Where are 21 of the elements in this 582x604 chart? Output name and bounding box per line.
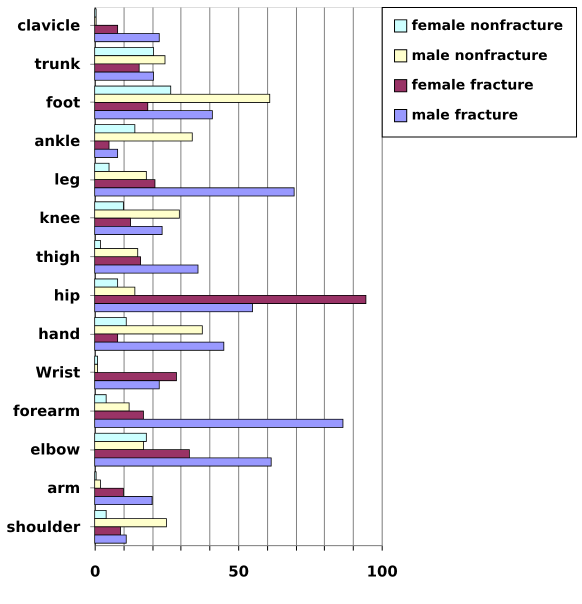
y-tick-label: foot	[46, 93, 80, 112]
y-tick-label: thigh	[36, 248, 80, 266]
y-tick-label: Wrist	[35, 363, 80, 382]
y-tick-label: hip	[54, 286, 81, 304]
legend-label: male nonfracture	[412, 48, 548, 64]
y-tick-label: ankle	[34, 132, 80, 150]
y-tick-label: clavicle	[17, 16, 80, 34]
legend-label: male fracture	[412, 108, 518, 124]
y-tick-label: trunk	[34, 54, 82, 73]
y-tick-label: shoulder	[6, 518, 81, 536]
y-tick-label: hand	[38, 324, 80, 343]
y-tick-label: leg	[54, 170, 80, 189]
y-tick-label: forearm	[12, 402, 80, 420]
y-tick-label: knee	[39, 209, 80, 228]
y-tick-label: elbow	[30, 440, 80, 459]
x-tick-label: 0	[90, 562, 100, 581]
x-tick-label: 100	[366, 562, 398, 581]
legend-label: female fracture	[412, 78, 534, 94]
y-tick-label: arm	[47, 479, 80, 498]
x-tick-label: 50	[228, 562, 250, 581]
legend-label: female nonfracture	[412, 18, 564, 34]
